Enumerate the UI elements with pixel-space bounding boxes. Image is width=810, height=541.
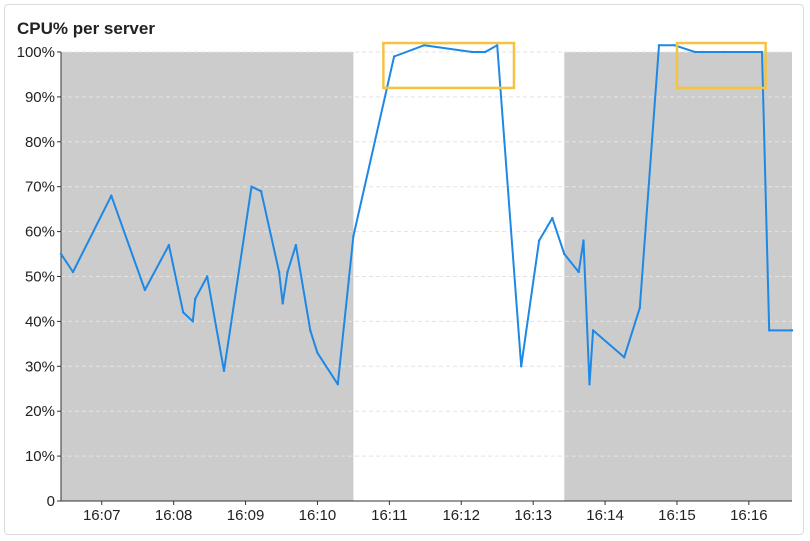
x-tick-label: 16:14 xyxy=(586,507,624,524)
y-tick-label: 40% xyxy=(25,313,55,330)
x-tick-label: 16:16 xyxy=(730,507,768,524)
highlight-box-2 xyxy=(675,41,767,90)
data-point xyxy=(336,383,340,386)
y-tick-label: 30% xyxy=(25,358,55,375)
data-point xyxy=(191,320,195,323)
data-point xyxy=(316,351,319,355)
y-tick-label: 0 xyxy=(47,493,55,510)
data-point xyxy=(110,194,113,197)
highlight-box-1 xyxy=(382,41,516,90)
data-point xyxy=(700,50,704,54)
data-point xyxy=(59,252,63,256)
x-tick-label: 16:15 xyxy=(658,507,696,524)
x-tick-label: 16:12 xyxy=(442,507,480,524)
data-point xyxy=(588,383,591,386)
y-tick-label: 20% xyxy=(25,403,55,420)
data-point xyxy=(286,270,289,274)
data-point xyxy=(790,329,794,332)
data-point xyxy=(309,329,312,332)
data-point xyxy=(591,329,595,332)
y-tick-label: 70% xyxy=(25,179,55,196)
y-tick-label: 80% xyxy=(25,134,55,151)
data-point xyxy=(693,50,697,54)
data-point xyxy=(143,288,147,292)
data-point xyxy=(563,252,566,256)
data-point xyxy=(768,329,771,332)
y-tick-label: 50% xyxy=(25,269,55,286)
data-point xyxy=(519,365,523,368)
y-tick-label: 90% xyxy=(25,89,55,106)
y-tick-label: 10% xyxy=(25,448,55,465)
data-point xyxy=(352,234,355,238)
data-point xyxy=(281,302,284,305)
data-point xyxy=(222,369,226,372)
data-point xyxy=(638,306,642,310)
x-tick-label: 16:11 xyxy=(371,507,407,524)
data-point xyxy=(250,185,253,188)
data-point xyxy=(470,50,474,54)
x-tick-label: 16:09 xyxy=(227,507,265,524)
data-point xyxy=(484,50,487,54)
data-point xyxy=(760,50,764,54)
y-tick-label: 100% xyxy=(17,44,55,61)
data-point xyxy=(537,239,541,242)
data-point xyxy=(722,50,725,54)
data-point xyxy=(71,270,75,274)
x-tick-label: 16:07 xyxy=(83,507,121,524)
data-point xyxy=(182,311,185,314)
data-point xyxy=(623,356,626,359)
data-point xyxy=(277,270,281,274)
data-point xyxy=(194,297,197,301)
y-tick-label: 60% xyxy=(25,224,55,241)
x-tick-label: 16:13 xyxy=(514,507,552,524)
data-point xyxy=(392,55,396,58)
data-point xyxy=(551,216,554,220)
data-point xyxy=(294,243,298,247)
x-tick-label: 16:08 xyxy=(155,507,193,524)
data-point xyxy=(422,44,426,47)
data-point xyxy=(582,239,585,242)
x-tick-label: 16:10 xyxy=(299,507,337,524)
data-point xyxy=(577,270,580,274)
data-point xyxy=(167,243,171,247)
data-point xyxy=(673,44,676,47)
data-point xyxy=(496,44,499,47)
data-point xyxy=(206,275,209,278)
data-point xyxy=(657,44,661,47)
panel-title: CPU% per server xyxy=(17,19,155,38)
data-point xyxy=(259,189,263,193)
